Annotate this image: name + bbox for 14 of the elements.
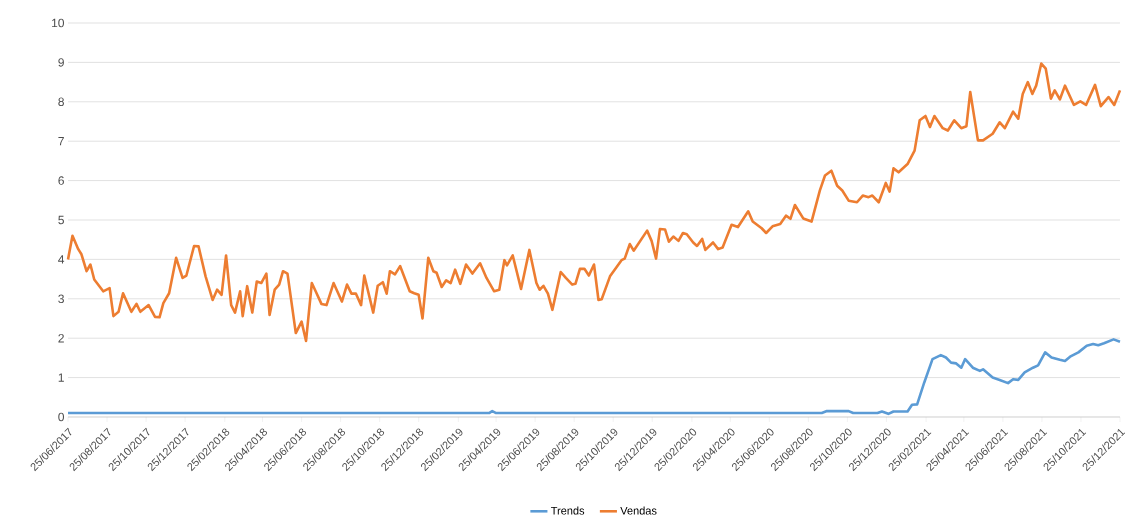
legend-label: Vendas xyxy=(620,506,657,515)
y-tick-label: 5 xyxy=(58,215,64,225)
y-tick-label: 8 xyxy=(58,97,64,107)
y-tick-label: 7 xyxy=(58,137,64,146)
y-tick-label: 4 xyxy=(58,255,65,264)
y-tick-label: 0 xyxy=(58,412,65,422)
y-tick-label: 9 xyxy=(58,58,64,67)
y-tick-label: 2 xyxy=(58,334,64,343)
legend-label: Trends xyxy=(550,506,585,515)
y-tick-label: 1 xyxy=(58,373,64,382)
y-tick-label: 6 xyxy=(58,176,64,185)
y-tick-label: 3 xyxy=(58,294,64,304)
line-series xyxy=(66,62,1122,343)
y-tick-label: 10 xyxy=(52,18,65,28)
